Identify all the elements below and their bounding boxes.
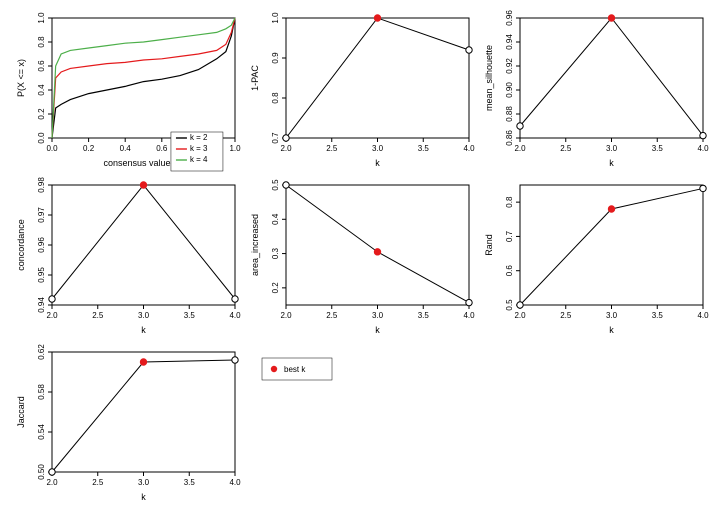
svg-text:area_increased: area_increased	[250, 214, 260, 276]
svg-text:k: k	[141, 325, 146, 335]
svg-text:k = 4: k = 4	[190, 155, 208, 164]
svg-text:2.5: 2.5	[560, 144, 572, 153]
svg-text:0.90: 0.90	[505, 82, 514, 98]
svg-text:k = 3: k = 3	[190, 144, 208, 153]
svg-text:4.0: 4.0	[229, 478, 241, 487]
svg-text:mean_silhouette: mean_silhouette	[484, 45, 494, 111]
svg-text:0.86: 0.86	[505, 130, 514, 146]
svg-text:3.0: 3.0	[372, 311, 384, 320]
svg-text:0.2: 0.2	[271, 282, 280, 294]
panel-2: 2.0 2.5 3.0 3.5 4.0 0.86 0.88 0.90 0.92 0.94 0.96 k…	[478, 10, 710, 175]
svg-text:0.2: 0.2	[83, 144, 95, 153]
svg-text:0.7: 0.7	[505, 230, 514, 242]
svg-text:0.92: 0.92	[505, 58, 514, 74]
svg-text:4.0: 4.0	[463, 144, 475, 153]
svg-text:2.0: 2.0	[280, 144, 292, 153]
svg-text:0.6: 0.6	[37, 60, 46, 72]
svg-text:0.3: 0.3	[271, 247, 280, 259]
svg-text:0.8: 0.8	[271, 92, 280, 104]
svg-text:0.54: 0.54	[37, 424, 46, 440]
svg-text:4.0: 4.0	[463, 311, 475, 320]
svg-text:4.0: 4.0	[697, 144, 709, 153]
panel-4: 2.0 2.5 3.0 3.5 4.0 0.2 0.3 0.4 0.5 k area_increas…	[244, 177, 476, 342]
svg-text:0.94: 0.94	[37, 297, 46, 313]
svg-text:P(X <= x): P(X <= x)	[16, 59, 26, 97]
svg-text:3.0: 3.0	[606, 311, 618, 320]
svg-text:0.8: 0.8	[505, 196, 514, 208]
svg-text:0.0: 0.0	[37, 132, 46, 144]
svg-text:0.2: 0.2	[37, 108, 46, 120]
svg-text:k: k	[609, 158, 614, 168]
panel-1: 2.0 2.5 3.0 3.5 4.0 0.7 0.8 0.9 1.0 k 1-PAC	[244, 10, 476, 175]
svg-text:3.5: 3.5	[184, 311, 196, 320]
svg-text:concordance: concordance	[16, 219, 26, 271]
svg-text:1.0: 1.0	[271, 12, 280, 24]
svg-text:3.0: 3.0	[138, 311, 150, 320]
svg-text:3.0: 3.0	[606, 144, 618, 153]
svg-text:2.0: 2.0	[280, 311, 292, 320]
svg-text:2.5: 2.5	[560, 311, 572, 320]
svg-text:0.95: 0.95	[37, 267, 46, 283]
panel-6: 2.0 2.5 3.0 3.5 4.0 0.50 0.54 0.58 0.62 k Jaccard	[10, 344, 242, 509]
svg-text:0.8: 0.8	[37, 36, 46, 48]
svg-text:2.0: 2.0	[46, 478, 58, 487]
svg-text:0.96: 0.96	[37, 237, 46, 253]
svg-text:0.6: 0.6	[505, 265, 514, 277]
svg-text:1.0: 1.0	[37, 12, 46, 24]
panel-7: best k	[244, 344, 476, 509]
svg-text:0.98: 0.98	[37, 177, 46, 193]
svg-text:1-PAC: 1-PAC	[250, 65, 260, 91]
svg-text:3.5: 3.5	[418, 311, 430, 320]
svg-text:2.0: 2.0	[514, 311, 526, 320]
svg-text:3.0: 3.0	[138, 478, 150, 487]
svg-text:k: k	[141, 492, 146, 502]
svg-text:0.96: 0.96	[505, 10, 514, 26]
svg-text:3.0: 3.0	[372, 144, 384, 153]
panel-5: 2.0 2.5 3.0 3.5 4.0 0.5 0.6 0.7 0.8 k Rand	[478, 177, 710, 342]
svg-text:3.5: 3.5	[184, 478, 196, 487]
svg-text:1.0: 1.0	[229, 144, 241, 153]
svg-text:k: k	[609, 325, 614, 335]
svg-text:0.50: 0.50	[37, 464, 46, 480]
svg-text:3.5: 3.5	[652, 311, 664, 320]
svg-text:4.0: 4.0	[229, 311, 241, 320]
panel-0: 0.00.20.40.60.81.00.00.20.40.60.81.0cons…	[10, 10, 242, 175]
svg-text:0.94: 0.94	[505, 34, 514, 50]
svg-text:k: k	[375, 325, 380, 335]
svg-text:2.5: 2.5	[92, 478, 104, 487]
svg-text:0.4: 0.4	[37, 84, 46, 96]
svg-text:4.0: 4.0	[697, 311, 709, 320]
svg-text:3.5: 3.5	[418, 144, 430, 153]
svg-text:0.4: 0.4	[271, 213, 280, 225]
svg-text:best k: best k	[284, 365, 306, 374]
svg-text:0.4: 0.4	[120, 144, 132, 153]
svg-text:k: k	[375, 158, 380, 168]
svg-text:0.5: 0.5	[271, 179, 280, 191]
svg-text:2.5: 2.5	[326, 144, 338, 153]
panel-3: 2.0 2.5 3.0 3.5 4.0 0.94 0.95 0.96 0.97 0.98 k conc…	[10, 177, 242, 342]
chart-grid: 0.00.20.40.60.81.00.00.20.40.60.81.0cons…	[10, 10, 710, 509]
svg-text:Rand: Rand	[484, 234, 494, 256]
svg-text:3.5: 3.5	[652, 144, 664, 153]
svg-text:0.5: 0.5	[505, 299, 514, 311]
svg-text:2.0: 2.0	[514, 144, 526, 153]
svg-text:0.88: 0.88	[505, 106, 514, 122]
svg-text:0.7: 0.7	[271, 132, 280, 144]
svg-text:0.6: 0.6	[156, 144, 168, 153]
svg-text:Jaccard: Jaccard	[16, 396, 26, 428]
svg-text:0.9: 0.9	[271, 52, 280, 64]
svg-text:k = 2: k = 2	[190, 133, 208, 142]
svg-text:0.0: 0.0	[46, 144, 58, 153]
svg-text:2.5: 2.5	[92, 311, 104, 320]
svg-text:2.0: 2.0	[46, 311, 58, 320]
svg-text:0.62: 0.62	[37, 344, 46, 360]
svg-text:2.5: 2.5	[326, 311, 338, 320]
svg-text:0.97: 0.97	[37, 207, 46, 223]
svg-text:0.58: 0.58	[37, 384, 46, 400]
